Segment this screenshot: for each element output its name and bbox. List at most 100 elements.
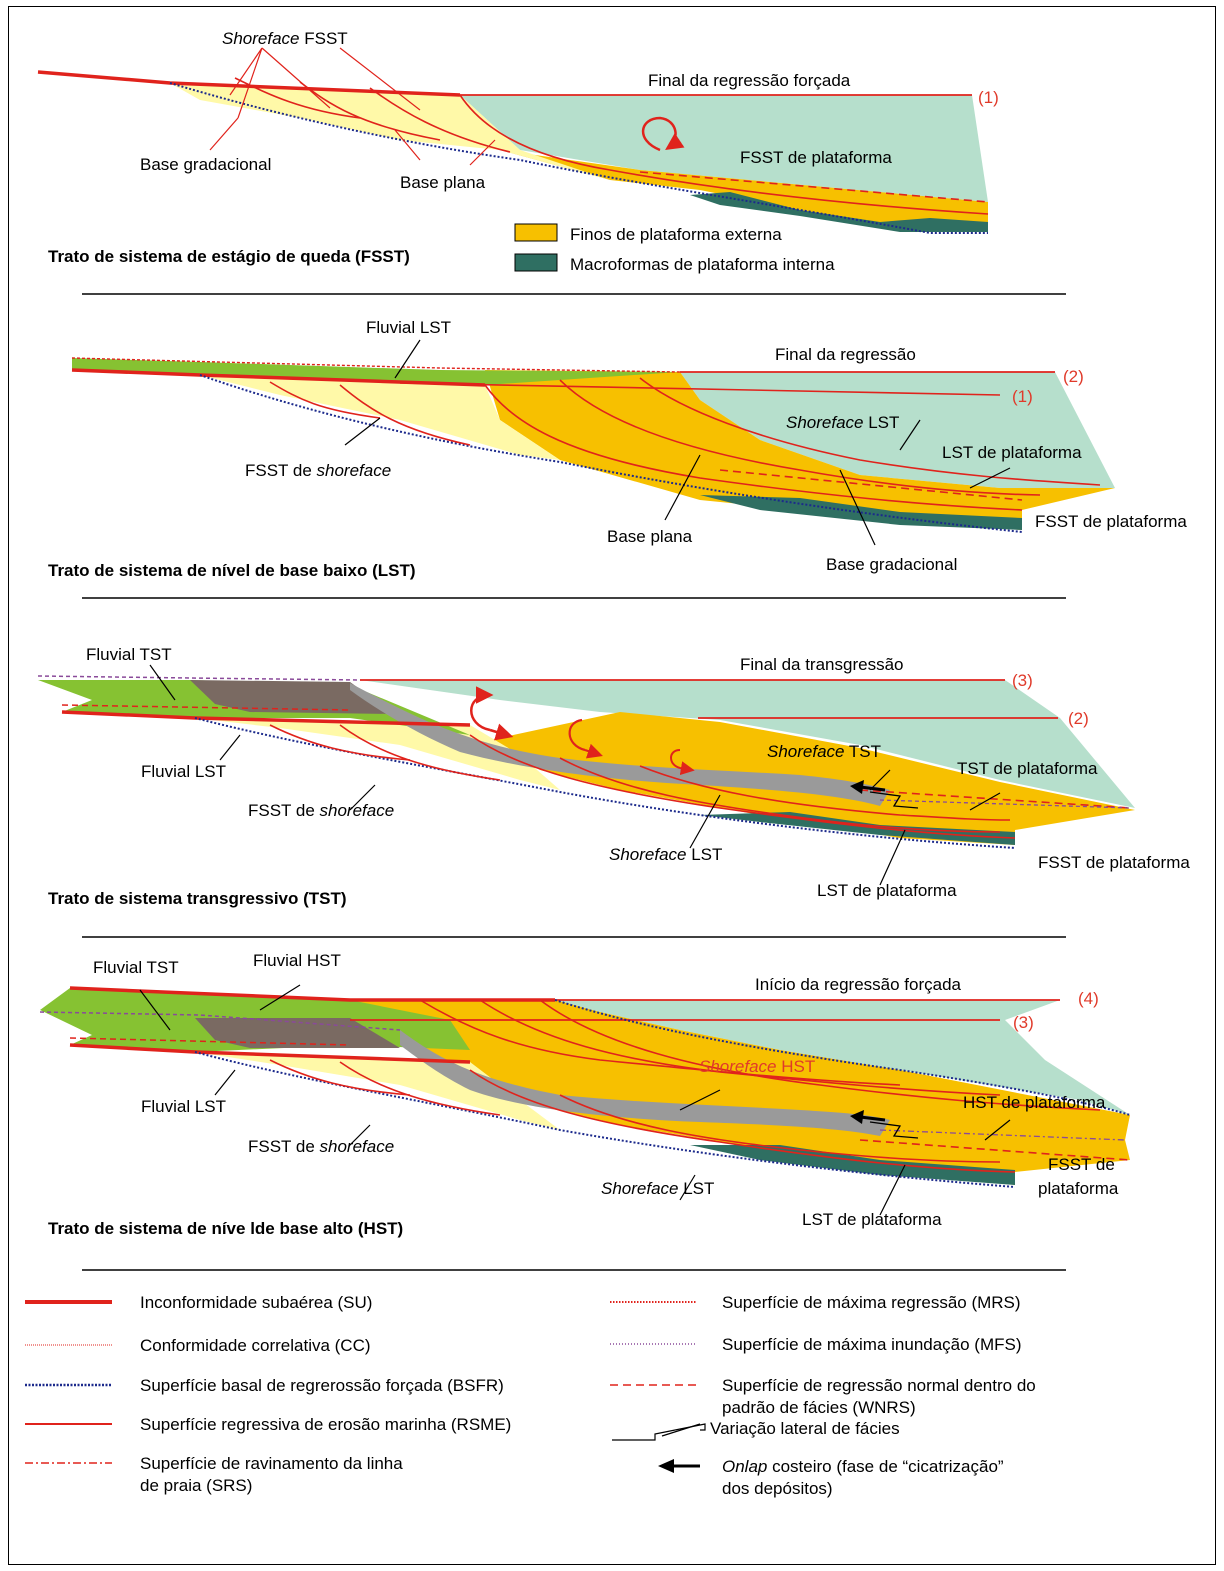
panel-lst: Fluvial LST Final da regressão (2) (1) S… xyxy=(48,318,1187,580)
hst-fluvial-lst-label: Fluvial LST xyxy=(141,1097,226,1116)
legend-srs-label-2: de praia (SRS) xyxy=(140,1476,252,1495)
hst-mfs-grey-band xyxy=(400,1030,890,1136)
legend-outer-fines-label: Finos de plataforma externa xyxy=(570,225,782,244)
tst-bsfr xyxy=(194,717,1016,849)
hst-mfs-line xyxy=(879,1129,1126,1141)
lst-sea-water xyxy=(680,372,1115,488)
hst-onlap-arrow xyxy=(859,1115,886,1122)
tst-sea-water xyxy=(360,680,1135,808)
fsst-shelf-label: FSST de plataforma xyxy=(740,148,892,167)
hst-outer-shelf-fines xyxy=(350,1000,1130,1185)
lst-leaders xyxy=(344,339,1011,546)
hst-panel-title: Trato de sistema de níve lde base alto (… xyxy=(48,1219,403,1238)
hst-shoreface-hst-label: Shoreface HST xyxy=(699,1057,815,1076)
fsst-base-plana-label: Base plana xyxy=(400,173,486,192)
legend-facies-swatch-2 xyxy=(661,1423,701,1437)
tst-leaders xyxy=(149,664,1001,886)
tst-facies-variation xyxy=(869,791,919,809)
lst-base-plana-label: Base plana xyxy=(607,527,693,546)
lst-rsme-4 xyxy=(559,379,1041,496)
hst-facies-variation xyxy=(869,1121,919,1139)
tst-marker-3: (3) xyxy=(1012,671,1033,690)
lst-rsme-3 xyxy=(484,384,1023,511)
tst-rsme-3 xyxy=(469,734,1016,839)
legend-inner-macroforms-swatch xyxy=(514,253,558,272)
tst-onlap-arrowhead xyxy=(850,780,864,794)
fsst-leader-2 xyxy=(209,117,496,166)
hst-wnrs xyxy=(859,1139,1131,1161)
fsst-bsfr xyxy=(169,82,988,234)
surface-legend: Inconformidade subaérea (SU) Conformidad… xyxy=(25,1293,1036,1498)
tst-shoreface-tst-label: Shoreface TST xyxy=(767,742,881,761)
lst-end-regression-label: Final da regressão xyxy=(775,345,916,364)
panel-hst: Fluvial TST Fluvial HST Início da regres… xyxy=(39,951,1131,1238)
hst-rsme-4 xyxy=(559,1094,1001,1163)
fsst-leader-1 xyxy=(229,47,421,119)
lst-marker-1: (1) xyxy=(1012,387,1033,406)
fsst-marker-1: (1) xyxy=(978,88,999,107)
tst-circulation-arrow-2b xyxy=(584,743,603,759)
lst-fluvial-label: Fluvial LST xyxy=(366,318,451,337)
legend-onlap-label-2: dos depósitos) xyxy=(722,1479,833,1498)
tst-inner-macroforms xyxy=(700,812,1015,845)
lst-fsst-shelf-label: FSST de plataforma xyxy=(1035,512,1187,531)
legend-wnrs-label-1: Superfície de regressão normal dentro do xyxy=(722,1376,1036,1395)
hst-fluvial-hst-label: Fluvial HST xyxy=(253,951,341,970)
legend-facies-label: Variação lateral de fácies xyxy=(710,1419,900,1438)
lst-fluvial-green xyxy=(72,358,680,385)
hst-leaders xyxy=(139,984,1011,1216)
lst-wnrs xyxy=(719,469,1023,501)
hst-sea-water xyxy=(555,1000,1130,1115)
lst-panel-title: Trato de sistema de nível de base baixo … xyxy=(48,561,416,580)
tst-fluvial-tst-label: Fluvial TST xyxy=(86,645,172,664)
fsst-wnrs xyxy=(639,171,989,203)
hst-onlap-arrowhead xyxy=(850,1110,864,1124)
legend-srs-label-1: Superfície de ravinamento da linha xyxy=(140,1454,403,1473)
tst-circulation-arrow-1b xyxy=(489,723,514,741)
lst-marker-2: (2) xyxy=(1063,367,1084,386)
lst-top-mfs xyxy=(71,357,681,373)
tst-circulation-arrow-2 xyxy=(568,718,586,752)
fsst-base-gradacional-label: Base gradacional xyxy=(140,155,271,174)
legend-outer-fines-swatch xyxy=(514,223,558,242)
tst-rsme-2 xyxy=(339,724,501,781)
fsst-rsme-3 xyxy=(369,87,511,153)
lst-fsst-shoreface-wedge xyxy=(200,375,560,460)
hst-bsfr xyxy=(194,1051,1016,1188)
hst-su-top xyxy=(69,986,555,1002)
legend-onlap-arrowhead xyxy=(658,1459,674,1473)
hst-marker-3: (3) xyxy=(1013,1013,1034,1032)
tst-shoreface-lst-label: Shoreface LST xyxy=(609,845,722,864)
fsst-shoreface-wedge xyxy=(170,83,610,180)
tst-circulation-arrow-3b xyxy=(679,761,695,776)
legend-mfs-label: Superfície de máxima inundação (MFS) xyxy=(722,1335,1022,1354)
hst-rsme-2 xyxy=(339,1061,501,1116)
lst-rsme-1 xyxy=(269,381,381,419)
fsst-sea-water xyxy=(460,95,988,202)
hst-fluvial-tst-label: Fluvial TST xyxy=(93,958,179,977)
hst-fluvial-mrs xyxy=(69,1037,351,1046)
hst-inner-macroforms xyxy=(690,1145,1015,1185)
fsst-end-forced-regression-label: Final da regressão forçada xyxy=(648,71,851,90)
fsst-rsme-1 xyxy=(234,77,361,119)
tst-end-transgression-label: Final da transgressão xyxy=(740,655,903,674)
diagram-frame xyxy=(8,6,1216,1565)
lst-base-gradacional-label: Base gradacional xyxy=(826,555,957,574)
hst-lst-shelf-label: LST de plataforma xyxy=(802,1210,942,1229)
lst-marker1-line xyxy=(399,382,1001,396)
panel-fsst: Shoreface FSST Final da regressão forçad… xyxy=(37,29,999,274)
hst-bsfr-upper xyxy=(554,999,1131,1116)
tst-fsst-shoreface-label: FSST de shoreface xyxy=(248,801,394,820)
lst-shelf-label: LST de plataforma xyxy=(942,443,1082,462)
tst-circulation-arrow-3 xyxy=(670,749,681,769)
legend-rsme-label: Superfície regressiva de erosão marinha … xyxy=(140,1415,511,1434)
legend-wnrs-label-2: padrão de fácies (WNRS) xyxy=(722,1398,916,1417)
fsst-shoreface-label: Shoreface FSST xyxy=(222,29,348,48)
hst-fsst-shoreface-label: FSST de shoreface xyxy=(248,1137,394,1156)
hst-hst-clino-1 xyxy=(419,999,901,1086)
hst-hst-clino-3 xyxy=(539,999,1101,1111)
lst-shoreface-label: Shoreface LST xyxy=(786,413,899,432)
legend-su-label: Inconformidade subaérea (SU) xyxy=(140,1293,372,1312)
hst-fsst-shelf-label-1: FSST de xyxy=(1048,1155,1115,1174)
tst-wnrs xyxy=(859,789,1131,809)
